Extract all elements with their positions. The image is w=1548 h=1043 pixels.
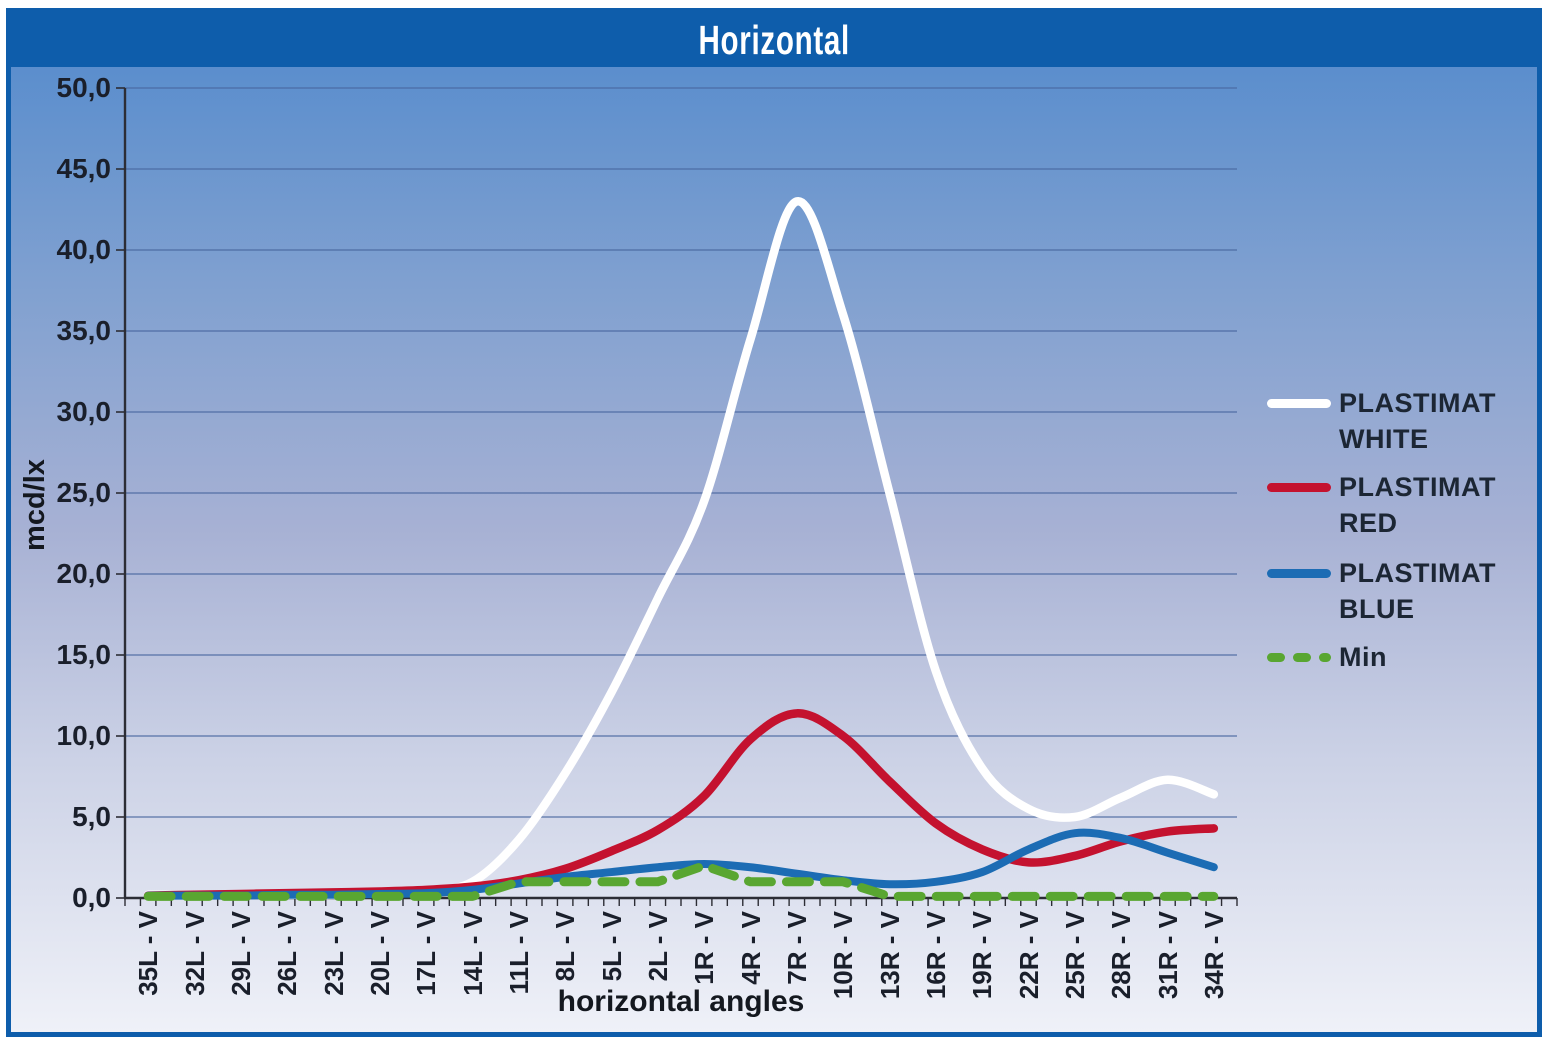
x-tick-label: 19R - V xyxy=(967,911,998,1000)
x-tick-label: 34R - V xyxy=(1198,911,1229,1000)
y-tick-label: 35,0 xyxy=(56,315,112,346)
legend-label-min: Min xyxy=(1339,642,1387,672)
legend-item-plastimat-white: PLASTIMAT WHITE xyxy=(1267,385,1524,457)
y-axis-title: mcd/lx xyxy=(19,459,51,551)
y-tick-label: 0,0 xyxy=(72,882,111,913)
chart-title: Horizontal xyxy=(698,16,850,63)
y-tick-label: 20,0 xyxy=(56,558,112,589)
x-tick-label: 26L - V xyxy=(272,911,303,996)
y-tick-label: 15,0 xyxy=(56,639,112,670)
legend-item-plastimat-red: PLASTIMAT RED xyxy=(1267,469,1524,541)
x-tick-label: 16R - V xyxy=(920,911,951,1000)
x-tick-label: 5L - V xyxy=(596,911,627,982)
x-tick-label: 32L - V xyxy=(179,911,210,996)
x-tick-label: 14L - V xyxy=(457,911,488,996)
x-tick-label: 25R - V xyxy=(1059,911,1090,1000)
x-tick-label: 7R - V xyxy=(781,911,812,985)
x-tick-label: 29L - V xyxy=(225,911,256,996)
series-line-min xyxy=(143,861,1219,901)
y-tick-label: 40,0 xyxy=(56,234,112,265)
x-tick-label: 17L - V xyxy=(411,911,442,996)
x-tick-label: 1R - V xyxy=(689,911,720,985)
y-tick-label: 30,0 xyxy=(56,396,112,427)
legend-label-plastimat-white: PLASTIMAT WHITE xyxy=(1339,388,1496,454)
x-axis-title: horizontal angles xyxy=(557,985,805,1018)
x-tick-label: 2L - V xyxy=(642,911,673,982)
x-tick-label: 31R - V xyxy=(1152,911,1183,1000)
legend-swatch-plastimat-red xyxy=(1267,483,1331,492)
x-tick-label: 8L - V xyxy=(550,911,581,982)
legend-dash xyxy=(1267,653,1286,662)
x-tick-label: 22R - V xyxy=(1013,911,1044,1000)
x-tick-label: 28R - V xyxy=(1106,911,1137,1000)
legend-label-plastimat-red: PLASTIMAT RED xyxy=(1339,472,1496,538)
x-tick-label: 35L - V xyxy=(133,911,164,996)
legend-label-plastimat-blue: PLASTIMAT BLUE xyxy=(1339,558,1496,624)
y-tick-label: 50,0 xyxy=(56,72,112,103)
x-tick-label: 4R - V xyxy=(735,911,766,985)
x-tick-label: 20L - V xyxy=(364,911,395,996)
legend-swatch-plastimat-white xyxy=(1267,399,1331,408)
y-tick-label: 25,0 xyxy=(56,477,112,508)
y-tick-label: 5,0 xyxy=(72,801,111,832)
legend-item-min: Min xyxy=(1267,639,1524,675)
legend-item-plastimat-blue: PLASTIMAT BLUE xyxy=(1267,555,1524,627)
y-tick-label: 10,0 xyxy=(56,720,112,751)
chart-plot-region: 0,0 5,0 10,0 15,0 20,0 25,0 30,0 35,0 40,0 45,0 50… xyxy=(11,67,1537,1032)
y-tick-label: 45,0 xyxy=(56,153,112,184)
series-line-plastimat-white xyxy=(143,197,1219,900)
chart-frame: Horizontal 0,0 5,0 10,0 15,0 20,0 25,0 30,0 35,… xyxy=(6,8,1542,1037)
legend-dash xyxy=(1293,653,1312,662)
x-tick-label: 23L - V xyxy=(318,911,349,996)
legend-swatch-plastimat-blue xyxy=(1267,569,1331,578)
plot-svg xyxy=(116,87,1238,906)
chart-title-bar: Horizontal xyxy=(11,13,1537,67)
legend-dash xyxy=(1319,653,1331,662)
legend-swatch-min xyxy=(1267,653,1331,662)
series-line-plastimat-blue xyxy=(144,828,1218,900)
x-tick-label: 11L - V xyxy=(503,911,534,995)
legend: PLASTIMAT WHITE PLASTIMAT RED PLASTIMAT BL… xyxy=(1267,67,1535,1032)
